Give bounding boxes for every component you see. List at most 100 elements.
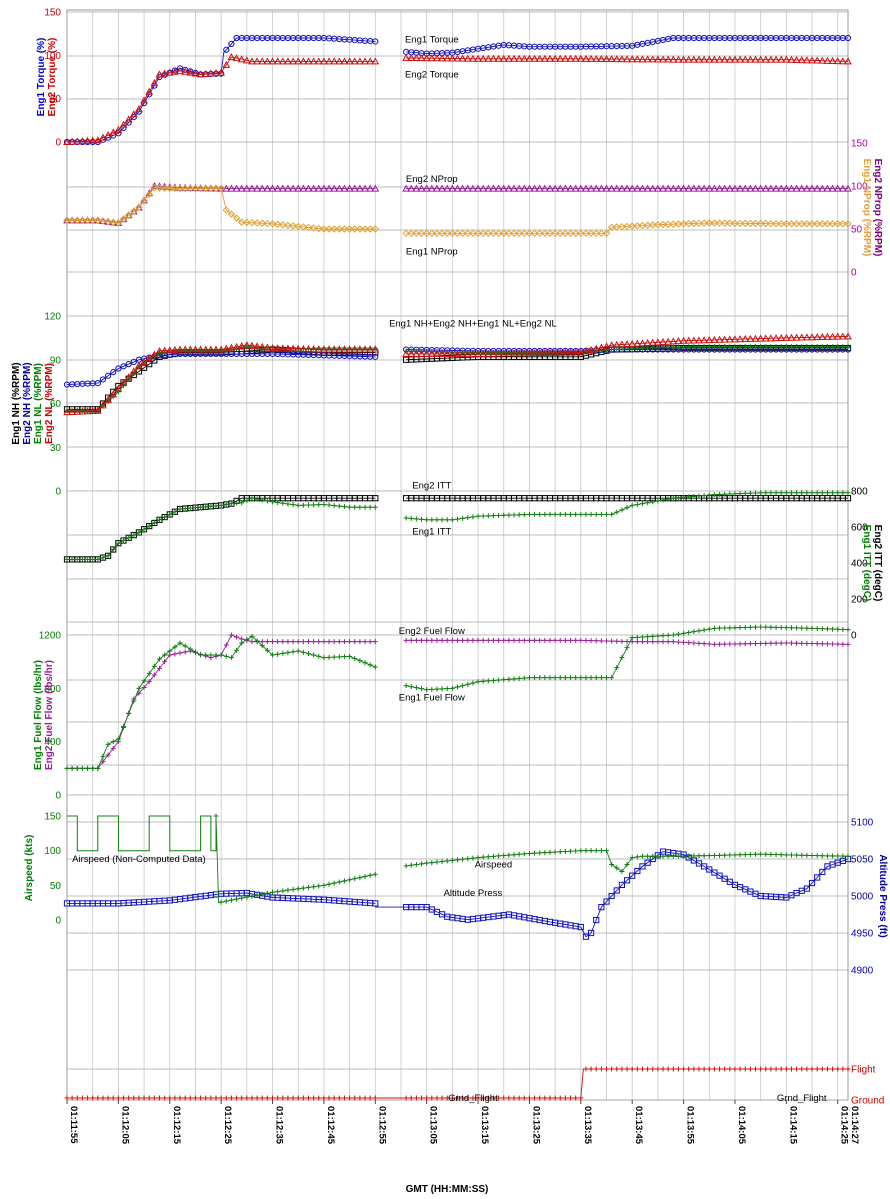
data-point xyxy=(110,739,116,745)
data-point xyxy=(448,184,457,192)
data-point xyxy=(808,220,816,228)
data-point xyxy=(546,184,554,192)
data-point xyxy=(510,54,518,62)
data-point xyxy=(804,344,810,350)
data-point xyxy=(207,345,215,353)
airspeed-non-computed-line xyxy=(67,815,217,852)
series-eng1-nprop xyxy=(63,184,852,238)
data-point xyxy=(809,641,815,647)
data-point xyxy=(592,184,601,192)
data-point xyxy=(263,343,272,351)
data-point xyxy=(726,219,734,227)
data-point xyxy=(593,638,599,644)
x-axis-title: GMT (HH:MM:SS) xyxy=(406,1184,489,1195)
data-point xyxy=(484,184,493,192)
data-point xyxy=(99,376,107,383)
data-point xyxy=(485,513,491,519)
data-point xyxy=(772,334,780,342)
data-point xyxy=(794,1066,800,1072)
data-point xyxy=(638,184,647,192)
data-point xyxy=(551,54,559,62)
series-annotation: Eng1 Torque xyxy=(405,35,459,46)
data-point xyxy=(434,637,440,643)
data-point xyxy=(797,184,806,192)
data-point xyxy=(824,1066,830,1072)
data-point xyxy=(583,637,589,643)
data-point xyxy=(501,677,507,683)
data-point xyxy=(598,848,604,854)
data-point xyxy=(460,637,466,643)
data-point xyxy=(736,219,744,228)
data-point xyxy=(110,1095,116,1101)
data-point xyxy=(95,765,101,771)
data-point xyxy=(340,345,349,353)
data-point xyxy=(588,675,594,681)
data-point xyxy=(660,853,666,859)
data-point xyxy=(696,493,702,499)
data-point xyxy=(232,184,241,192)
data-point xyxy=(582,347,590,355)
data-point xyxy=(280,500,286,506)
data-point xyxy=(566,229,575,238)
data-point xyxy=(582,54,590,62)
data-point xyxy=(758,1066,764,1072)
data-point xyxy=(813,56,822,64)
data-point xyxy=(311,652,317,658)
data-point xyxy=(773,640,779,646)
data-point xyxy=(167,1095,173,1101)
data-point xyxy=(717,625,723,631)
data-point xyxy=(453,184,462,192)
data-point xyxy=(104,217,112,226)
data-point xyxy=(424,637,430,643)
data-point xyxy=(845,490,851,496)
data-point xyxy=(547,511,553,517)
data-point xyxy=(607,223,616,231)
y-axis-label: Eng1 NL (%RPM) xyxy=(33,363,44,444)
data-point xyxy=(654,184,662,192)
x-tick-label: 01:12:15 xyxy=(171,1106,182,1145)
data-point xyxy=(475,679,481,685)
data-point xyxy=(809,1066,815,1072)
data-point xyxy=(176,66,184,74)
data-point xyxy=(747,1066,753,1072)
data-point xyxy=(501,1095,507,1101)
data-point xyxy=(840,1066,846,1072)
data-point xyxy=(253,57,261,65)
data-point xyxy=(639,345,645,351)
y-tick-label: 30 xyxy=(50,443,62,454)
data-point xyxy=(799,625,805,631)
data-point xyxy=(203,1095,209,1101)
data-point xyxy=(198,1095,204,1101)
data-point xyxy=(763,851,769,857)
data-point xyxy=(696,628,702,634)
data-point xyxy=(160,184,169,192)
data-point xyxy=(248,184,256,192)
data-point xyxy=(490,1095,496,1101)
data-point xyxy=(455,684,460,690)
data-point xyxy=(568,1095,574,1101)
data-point xyxy=(741,334,750,343)
data-point xyxy=(475,855,481,861)
data-point xyxy=(541,54,549,62)
data-point xyxy=(670,495,676,501)
data-point xyxy=(449,857,455,863)
data-point xyxy=(463,184,472,192)
data-point xyxy=(439,517,445,523)
data-point xyxy=(737,491,743,497)
data-point xyxy=(773,490,779,496)
data-point xyxy=(305,651,311,657)
data-point xyxy=(530,184,539,192)
data-point xyxy=(305,639,311,645)
data-point xyxy=(345,225,354,233)
data-point xyxy=(506,676,512,682)
data-point xyxy=(131,698,137,704)
data-point xyxy=(501,637,507,643)
data-point xyxy=(145,87,154,95)
data-point xyxy=(68,137,76,145)
data-point xyxy=(823,332,832,340)
data-point xyxy=(511,852,517,858)
data-point xyxy=(598,675,604,681)
data-point xyxy=(316,653,322,659)
data-point xyxy=(547,849,553,855)
data-point xyxy=(222,344,231,352)
